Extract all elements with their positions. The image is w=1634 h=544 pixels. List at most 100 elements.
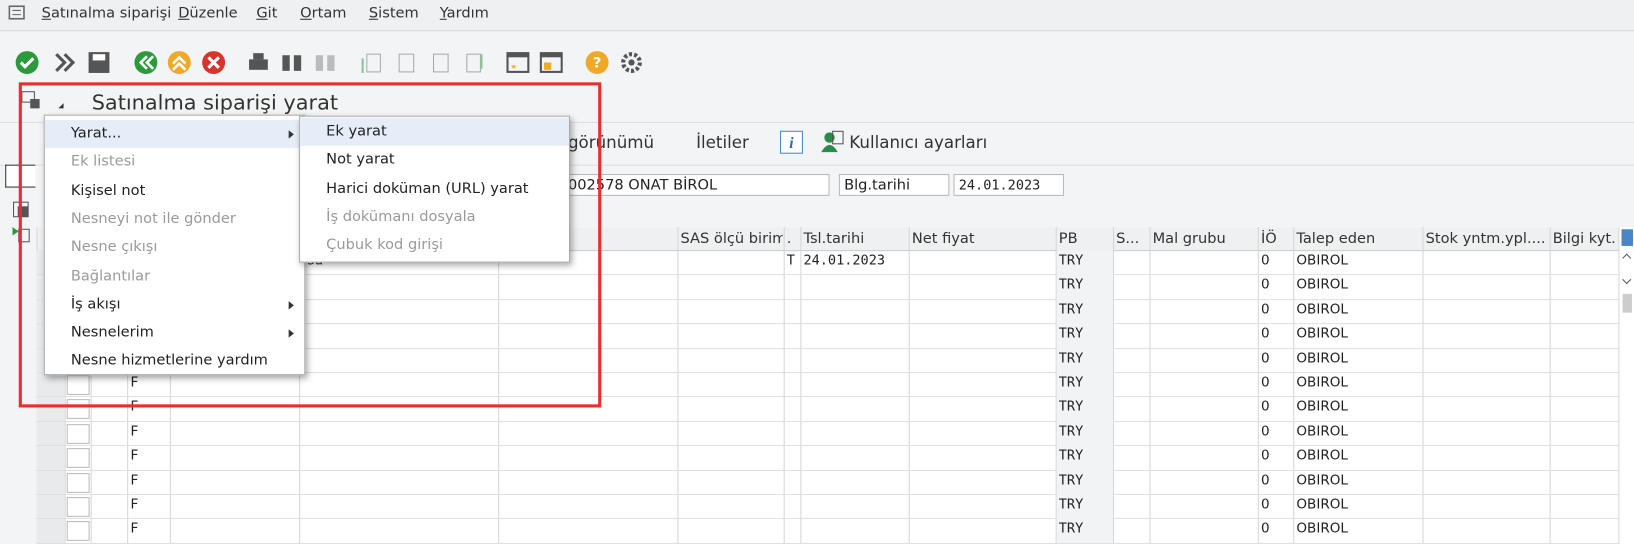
table-cell[interactable]: 0 [1260, 472, 1270, 489]
table-cell[interactable]: 0 [1260, 350, 1270, 367]
table-cell[interactable]: OBIROL [1296, 497, 1348, 513]
table-cell[interactable]: TRY [1058, 423, 1084, 440]
table-cell[interactable]: 0 [1260, 253, 1270, 269]
table-cell[interactable]: 0 [1260, 497, 1270, 513]
table-cell[interactable]: OBIROL [1296, 399, 1348, 416]
table-cell[interactable]: 0 [1260, 326, 1270, 343]
table-cell[interactable]: F [130, 472, 139, 489]
table-cell[interactable]: 0 [1260, 399, 1270, 416]
first-page-button[interactable] [358, 50, 383, 75]
table-cell[interactable]: TRY [1058, 326, 1084, 343]
last-page-button[interactable] [461, 50, 486, 75]
table-cell[interactable]: F [130, 448, 139, 464]
table-cell[interactable]: F [130, 521, 139, 538]
find-button[interactable] [279, 50, 304, 75]
cancel-button[interactable] [201, 50, 226, 75]
tab-button[interactable]: görünümü [567, 132, 655, 153]
table-cell[interactable]: 0 [1260, 448, 1270, 464]
table-cell[interactable]: OBIROL [1296, 301, 1348, 318]
print-button[interactable] [246, 50, 271, 75]
column-header[interactable]: Stok yntm.ypl.... [1425, 230, 1546, 247]
menu-item[interactable]: Satınalma siparişi [41, 5, 172, 22]
save-button[interactable] [86, 50, 111, 75]
table-cell[interactable]: TRY [1058, 277, 1084, 294]
supplier-field[interactable]: 002578 ONAT BİROL [562, 174, 830, 196]
table-cell[interactable]: 24.01.2023 [803, 253, 886, 269]
row-checkbox[interactable] [66, 423, 90, 444]
row-checkbox[interactable] [66, 472, 90, 493]
submenu-item[interactable]: Harici doküman (URL) yarat [300, 175, 569, 203]
menu-item[interactable]: Sistem [368, 5, 419, 22]
row-checkbox[interactable] [66, 375, 90, 395]
table-cell[interactable]: TRY [1058, 399, 1084, 416]
column-header[interactable]: PB [1058, 230, 1078, 247]
user-settings-icon[interactable] [820, 129, 845, 156]
table-cell[interactable]: T [786, 253, 795, 269]
next-button[interactable] [52, 50, 77, 75]
find-next-button[interactable] [313, 50, 338, 75]
menu-item[interactable]: Git [256, 5, 278, 22]
table-cell[interactable]: F [130, 375, 139, 391]
table-cell[interactable]: F [130, 497, 139, 513]
column-header[interactable]: Net fiyat [911, 230, 975, 247]
table-cell[interactable]: OBIROL [1296, 472, 1348, 489]
help-button[interactable]: ? [585, 50, 610, 75]
table-cell[interactable]: OBIROL [1296, 423, 1348, 440]
column-header[interactable]: S... [1116, 230, 1140, 247]
table-cell[interactable]: OBIROL [1296, 326, 1348, 343]
column-header[interactable]: Tsl.tarihi [803, 230, 865, 247]
table-cell[interactable]: 0 [1260, 521, 1270, 538]
context-menu-item[interactable]: Nesnelerim [45, 319, 304, 347]
table-cell[interactable]: TRY [1058, 497, 1084, 513]
column-header[interactable]: Bilgi kyt. [1552, 230, 1616, 247]
user-settings-button[interactable]: Kullanıcı ayarları [849, 132, 988, 153]
row-checkbox[interactable] [66, 521, 90, 542]
column-header[interactable]: İÖ [1260, 230, 1277, 247]
menu-item[interactable]: Ortam [300, 5, 347, 22]
row-checkbox[interactable] [66, 448, 90, 469]
table-cell[interactable]: OBIROL [1296, 521, 1348, 538]
submenu-item[interactable]: Not yarat [300, 146, 569, 174]
settings-button[interactable] [619, 50, 644, 75]
context-menu-item[interactable]: Yarat... [44, 119, 305, 148]
table-cell[interactable]: OBIROL [1296, 253, 1348, 269]
context-menu-item[interactable]: Kişisel not [45, 177, 304, 205]
menu-icon[interactable] [8, 5, 27, 22]
table-cell[interactable]: TRY [1058, 375, 1084, 391]
messages-button[interactable]: İletiler [696, 132, 749, 153]
info-icon[interactable]: i [779, 130, 804, 155]
column-header[interactable]: . [786, 230, 792, 247]
column-header[interactable]: Talep eden [1296, 230, 1376, 247]
table-cell[interactable]: F [130, 423, 139, 440]
table-cell[interactable]: TRY [1058, 301, 1084, 318]
context-menu-item[interactable]: Nesne hizmetlerine yardım [45, 347, 304, 375]
exit-button[interactable] [167, 50, 192, 75]
back-button[interactable] [133, 50, 158, 75]
table-cell[interactable]: 0 [1260, 423, 1270, 440]
table-cell[interactable]: OBIROL [1296, 277, 1348, 294]
table-cell[interactable]: 0 [1260, 375, 1270, 391]
enter-button[interactable] [15, 50, 40, 75]
table-cell[interactable]: OBIROL [1296, 448, 1348, 464]
column-header[interactable]: SAS ölçü birimi [680, 230, 783, 247]
row-checkbox[interactable] [66, 497, 90, 517]
context-menu-item[interactable]: İş akışı [45, 291, 304, 319]
doc-date-field[interactable]: 24.01.2023 [953, 174, 1064, 196]
table-cell[interactable]: OBIROL [1296, 350, 1348, 367]
table-cell[interactable]: 0 [1260, 301, 1270, 318]
menu-item[interactable]: Düzenle [178, 5, 238, 22]
table-cell[interactable]: TRY [1058, 448, 1084, 464]
table-cell[interactable]: TRY [1058, 521, 1084, 538]
new-session-button[interactable] [505, 50, 530, 75]
previous-page-button[interactable] [393, 50, 418, 75]
menu-item[interactable]: Yardım [439, 5, 489, 22]
table-cell[interactable]: TRY [1058, 350, 1084, 367]
table-cell[interactable]: OBIROL [1296, 375, 1348, 391]
table-cell[interactable]: TRY [1058, 253, 1084, 269]
table-scrollbar[interactable] [1618, 227, 1634, 540]
shortcut-button[interactable] [539, 50, 564, 75]
table-cell[interactable]: TRY [1058, 472, 1084, 489]
submenu-item[interactable]: Ek yarat [300, 117, 569, 146]
column-header[interactable]: Mal grubu [1152, 230, 1226, 247]
table-cell[interactable]: 0 [1260, 277, 1270, 294]
